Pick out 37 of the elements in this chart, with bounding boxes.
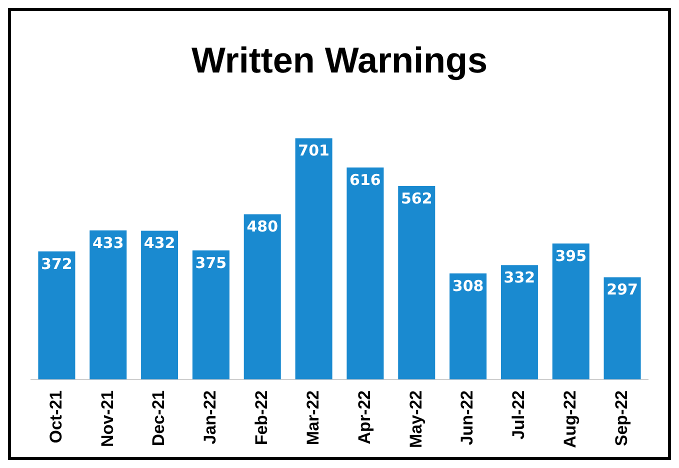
data-label: 297 — [606, 280, 638, 299]
x-tick-label: Oct-21 — [46, 390, 66, 444]
data-label: 332 — [504, 268, 536, 287]
bar — [604, 277, 641, 380]
bar — [398, 186, 436, 380]
x-tick-label: Apr-22 — [354, 390, 374, 444]
bar — [90, 230, 127, 380]
data-label: 433 — [92, 234, 124, 252]
chart-title: Written Warnings — [192, 40, 488, 81]
bar — [552, 244, 590, 380]
data-label: 562 — [400, 189, 432, 208]
x-tick-label: Sep-22 — [612, 390, 631, 446]
bar — [141, 230, 178, 380]
data-label: 308 — [452, 276, 484, 295]
x-tick-label: Nov-21 — [98, 390, 117, 448]
x-tick-label: Feb-22 — [252, 390, 272, 446]
x-tick-label: Mar-22 — [303, 390, 322, 446]
data-label: 432 — [144, 234, 176, 252]
bar — [450, 273, 487, 380]
bar — [244, 214, 281, 380]
x-tick-label: May-22 — [406, 390, 426, 448]
data-label: 372 — [41, 254, 72, 273]
x-tick-label: Jun-22 — [458, 390, 477, 446]
x-tick-label: Jul-22 — [509, 390, 528, 440]
data-label: 701 — [298, 142, 330, 160]
bar — [500, 265, 538, 380]
bar — [346, 167, 384, 380]
data-label: 616 — [350, 170, 381, 189]
data-label: 375 — [195, 254, 227, 272]
bar — [192, 250, 230, 380]
data-label: 480 — [246, 218, 278, 236]
x-tick-label: Dec-21 — [149, 390, 168, 446]
bar — [38, 251, 76, 380]
data-label: 395 — [555, 246, 587, 265]
x-tick-label: Jan-22 — [200, 390, 220, 444]
x-tick-label: Aug-22 — [560, 390, 580, 448]
bar — [295, 138, 332, 380]
